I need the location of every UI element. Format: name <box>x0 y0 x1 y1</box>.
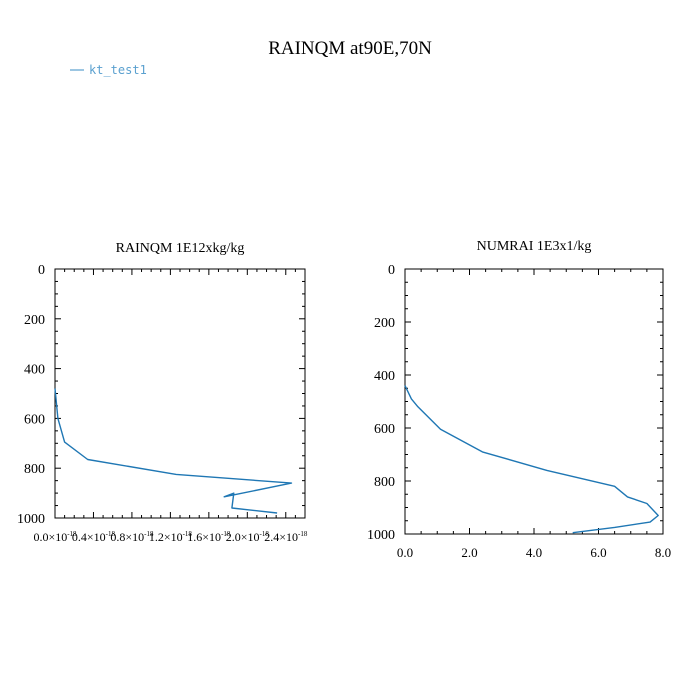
y-tick-label: 600 <box>374 422 395 437</box>
y-tick-label: 1000 <box>367 528 395 543</box>
panel-rainqm: RAINQM 1E12xkg/kg 0 200 400 600 800 1000 0.0×10… <box>17 241 308 544</box>
x-tick-label: 1.6×10-18 <box>187 530 231 544</box>
series-line <box>54 388 293 514</box>
x-tick-label: 2.0 <box>461 545 477 560</box>
x-tick-label: 0.0×10-18 <box>33 530 77 544</box>
figure-title: RAINQM at90E,70N <box>268 38 432 59</box>
x-tick-label: 2.4×10-18 <box>264 530 308 544</box>
y-tick-label: 400 <box>374 369 395 384</box>
y-tick-label: 800 <box>24 462 45 477</box>
x-tick-label: 4.0 <box>526 545 542 560</box>
y-tick-label: 200 <box>24 313 45 328</box>
y-tick-label: 600 <box>24 412 45 427</box>
y-tick-label: 200 <box>374 316 395 331</box>
series-line <box>404 385 659 534</box>
legend: kt_test1 <box>70 63 147 77</box>
x-tick-label: 6.0 <box>590 545 606 560</box>
y-tick-label: 0 <box>388 263 395 278</box>
x-tick-label: 8.0 <box>655 545 671 560</box>
legend-label: kt_test1 <box>89 63 147 77</box>
y-tick-label: 800 <box>374 475 395 490</box>
x-tick-label: 0.4×10-18 <box>72 530 116 544</box>
panel-title: RAINQM 1E12xkg/kg <box>116 241 245 256</box>
x-tick-label: 0.8×10-18 <box>110 530 154 544</box>
x-tick-label: 2.0×10-18 <box>226 530 270 544</box>
y-tick-label: 0 <box>38 263 45 278</box>
x-tick-label: 1.2×10-18 <box>149 530 193 544</box>
y-tick-label: 1000 <box>17 512 45 527</box>
panel-title: NUMRAI 1E3x1/kg <box>477 239 592 254</box>
x-tick-label: 0.0 <box>397 545 413 560</box>
y-tick-label: 400 <box>24 363 45 378</box>
